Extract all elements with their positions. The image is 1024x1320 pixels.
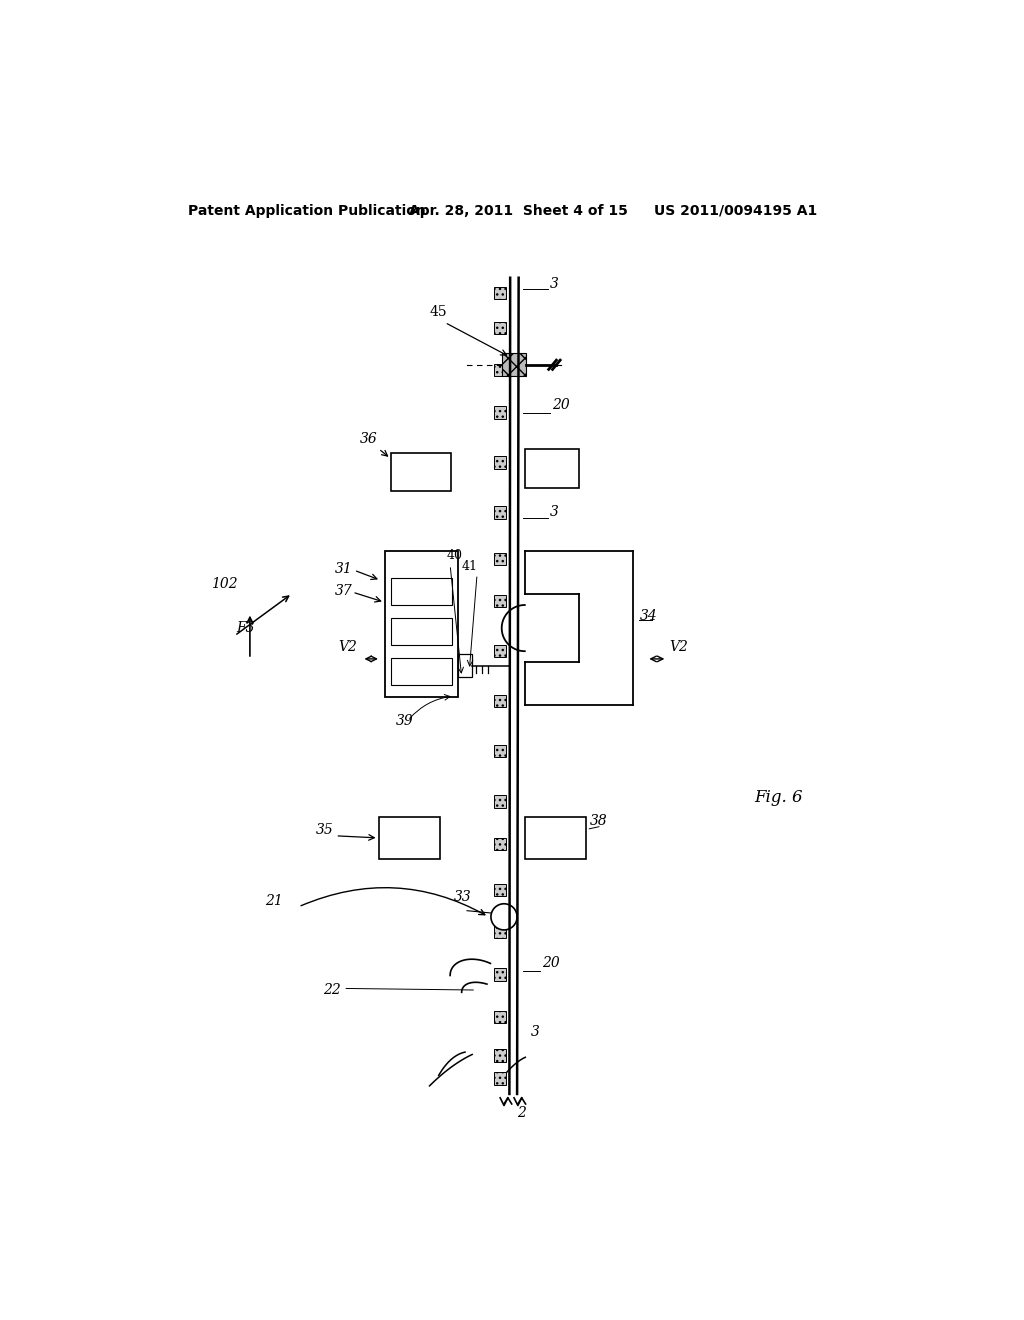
Text: Fig. 6: Fig. 6	[755, 789, 803, 807]
Text: 3: 3	[550, 506, 559, 520]
Text: 35: 35	[315, 822, 333, 837]
FancyBboxPatch shape	[494, 645, 506, 657]
FancyBboxPatch shape	[494, 744, 506, 758]
Text: 20: 20	[553, 397, 570, 412]
Text: 40: 40	[446, 549, 462, 562]
FancyBboxPatch shape	[494, 1049, 506, 1061]
Bar	[379, 817, 440, 859]
Bar	[458, 653, 472, 677]
Text: 2: 2	[517, 1106, 526, 1121]
Text: 22: 22	[323, 983, 341, 997]
Text: 20: 20	[543, 956, 560, 970]
Text: V2: V2	[670, 640, 688, 655]
FancyBboxPatch shape	[494, 696, 506, 708]
Text: V2: V2	[339, 640, 357, 655]
FancyBboxPatch shape	[494, 969, 506, 981]
Text: 31: 31	[335, 562, 352, 576]
Text: 3: 3	[550, 277, 559, 290]
Text: 3: 3	[531, 1026, 540, 1039]
FancyBboxPatch shape	[494, 838, 506, 850]
Text: 37: 37	[335, 583, 352, 598]
Text: 41: 41	[462, 561, 477, 573]
Bar	[391, 659, 452, 685]
FancyBboxPatch shape	[494, 595, 506, 607]
Text: 21: 21	[265, 895, 283, 908]
FancyBboxPatch shape	[494, 322, 506, 334]
Bar	[391, 618, 452, 645]
FancyBboxPatch shape	[494, 927, 506, 939]
Bar	[385, 552, 458, 697]
FancyBboxPatch shape	[494, 884, 506, 896]
FancyBboxPatch shape	[494, 364, 506, 376]
FancyBboxPatch shape	[494, 1011, 506, 1023]
FancyBboxPatch shape	[494, 553, 506, 565]
FancyBboxPatch shape	[494, 457, 506, 469]
Circle shape	[490, 904, 517, 929]
Text: 38: 38	[590, 814, 608, 828]
Text: 33: 33	[454, 891, 472, 904]
FancyBboxPatch shape	[494, 795, 506, 808]
Text: Patent Application Publication: Patent Application Publication	[188, 203, 426, 218]
Bar	[524, 449, 579, 488]
FancyBboxPatch shape	[494, 1072, 506, 1085]
Bar	[503, 354, 525, 376]
Bar	[391, 578, 452, 605]
Text: 39: 39	[396, 714, 414, 727]
Text: 102: 102	[211, 577, 238, 591]
FancyBboxPatch shape	[494, 407, 506, 418]
Text: 36: 36	[360, 433, 378, 446]
Text: F3: F3	[237, 620, 255, 635]
Text: 45: 45	[429, 305, 446, 319]
FancyBboxPatch shape	[494, 507, 506, 519]
Text: 34: 34	[640, 610, 658, 623]
Text: US 2011/0094195 A1: US 2011/0094195 A1	[654, 203, 817, 218]
Bar	[391, 453, 451, 491]
Text: Apr. 28, 2011  Sheet 4 of 15: Apr. 28, 2011 Sheet 4 of 15	[410, 203, 628, 218]
FancyBboxPatch shape	[494, 286, 506, 300]
Bar	[524, 817, 587, 859]
